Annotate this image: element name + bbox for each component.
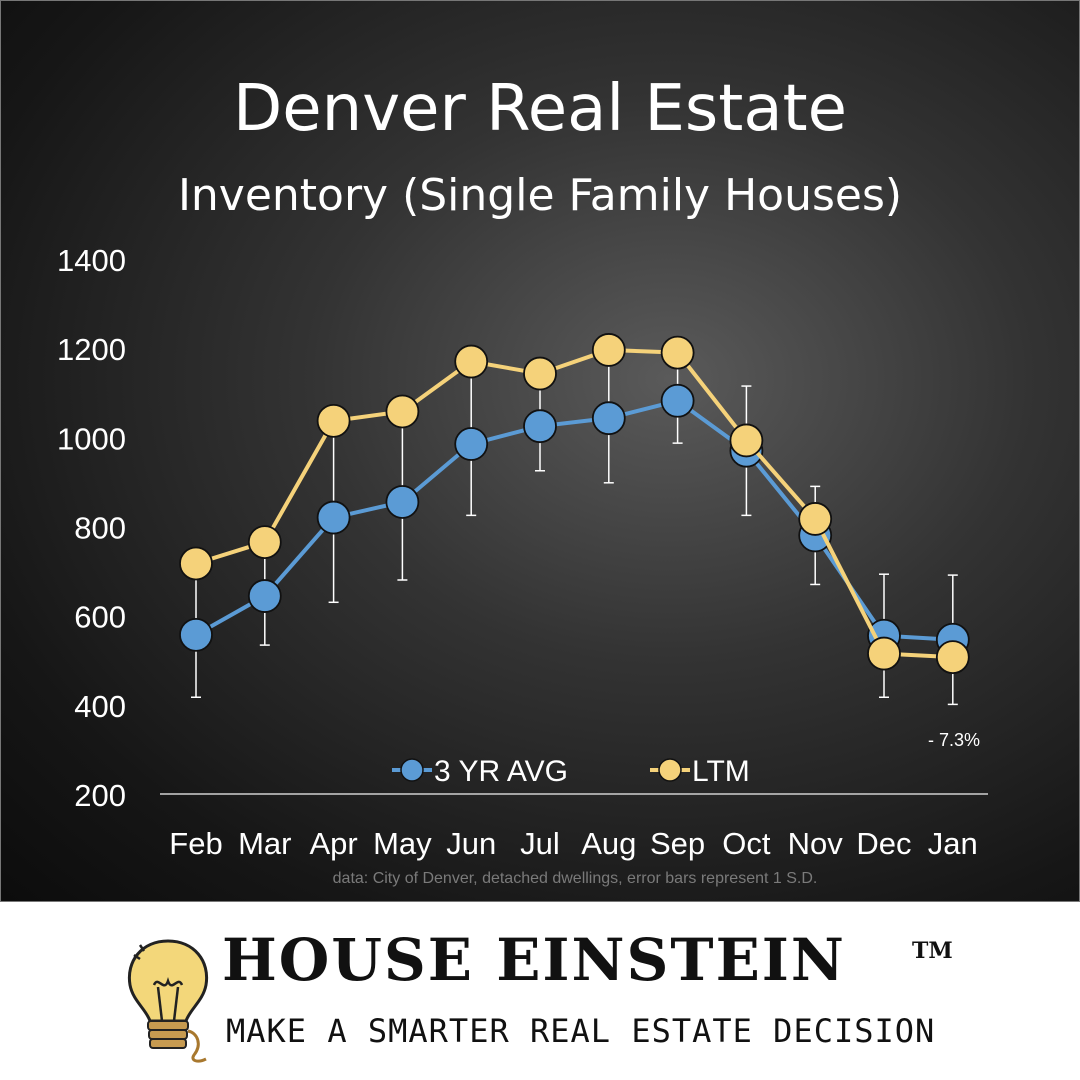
y-tick-label: 1000 (57, 421, 126, 456)
x-tick-label: Jun (446, 826, 496, 861)
x-tick-label: Aug (581, 826, 636, 861)
data-point-ltm (247, 525, 282, 560)
y-tick-label: 600 (74, 600, 126, 635)
data-point-ltm (523, 356, 557, 391)
x-tick-label: Apr (309, 826, 357, 861)
y-tick-label: 1200 (57, 332, 126, 367)
data-point-3yr-avg (454, 427, 489, 461)
data-point-ltm (454, 344, 489, 379)
x-tick-label: Jan (928, 826, 978, 861)
data-point-ltm (935, 640, 970, 675)
data-point-ltm (385, 394, 420, 429)
data-point-3yr-avg (523, 409, 557, 444)
data-point-3yr-avg (247, 579, 282, 613)
chart-title: Denver Real Estate (233, 72, 847, 146)
data-point-3yr-avg (316, 500, 351, 535)
y-tick-label: 800 (74, 511, 126, 546)
x-tick-label: Sep (650, 826, 705, 861)
chart-subtitle: Inventory (Single Family Houses) (177, 170, 903, 221)
series-line-3yr-avg (195, 398, 953, 642)
series-line-ltm (195, 347, 953, 660)
legend-label-ltm: LTM (692, 755, 750, 788)
data-point-ltm (660, 335, 695, 370)
data-point-3yr-avg (179, 617, 213, 652)
change-annotation: - 7.3% (928, 730, 980, 750)
data-point-ltm (729, 423, 764, 458)
source-note: data: City of Denver, detached dwellings… (332, 870, 818, 887)
y-tick-label: 200 (74, 778, 126, 813)
data-point-ltm (591, 333, 626, 367)
x-tick-label: May (373, 826, 432, 861)
x-tick-label: Feb (169, 826, 222, 861)
data-point-ltm (798, 502, 833, 536)
legend-label-3yr-avg: 3 YR AVG (434, 755, 568, 788)
lightbulb-icon (127, 939, 209, 1063)
brand-name: HOUSE EINSTEIN (222, 926, 846, 994)
x-tick-label: Mar (238, 826, 291, 861)
x-tick-label: Dec (856, 826, 911, 861)
trademark: TM (912, 938, 953, 964)
data-point-3yr-avg (660, 383, 695, 418)
data-point-3yr-avg (385, 485, 420, 519)
legend-marker-ltm (658, 758, 682, 782)
brand-tagline: MAKE A SMARTER REAL ESTATE DECISION (226, 1012, 936, 1050)
x-tick-label: Nov (788, 826, 844, 861)
y-tick-label: 400 (74, 689, 126, 724)
data-point-3yr-avg (591, 401, 626, 436)
x-tick-label: Jul (520, 826, 560, 861)
data-point-ltm (179, 546, 213, 581)
x-tick-label: Oct (722, 826, 771, 861)
data-point-ltm (316, 403, 351, 438)
y-tick-label: 1400 (57, 243, 126, 278)
data-point-ltm (867, 636, 901, 671)
chart-plot: 200 400 600 800 1000 1200 1400 Feb Mar Apr May Jun J… (57, 243, 988, 861)
legend-marker-3yr-avg (400, 758, 424, 782)
